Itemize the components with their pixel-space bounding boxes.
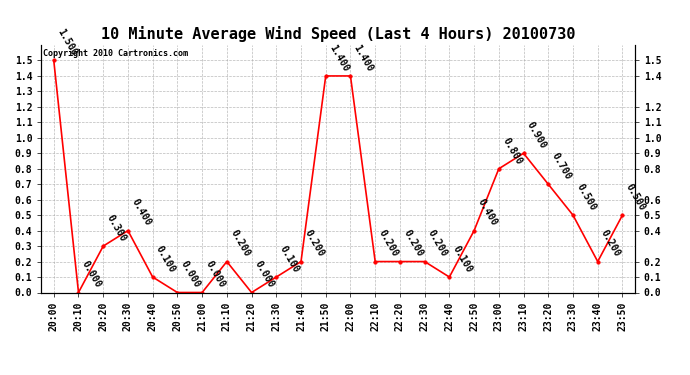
Text: 0.200: 0.200 bbox=[228, 228, 252, 259]
Text: 0.100: 0.100 bbox=[154, 244, 177, 274]
Text: 0.900: 0.900 bbox=[525, 120, 549, 150]
Title: 10 Minute Average Wind Speed (Last 4 Hours) 20100730: 10 Minute Average Wind Speed (Last 4 Hou… bbox=[101, 27, 575, 42]
Text: 0.100: 0.100 bbox=[277, 244, 301, 274]
Text: 0.200: 0.200 bbox=[302, 228, 326, 259]
Text: 0.700: 0.700 bbox=[550, 151, 573, 182]
Text: 0.000: 0.000 bbox=[179, 259, 202, 290]
Text: 0.100: 0.100 bbox=[451, 244, 474, 274]
Text: 0.300: 0.300 bbox=[105, 213, 128, 243]
Text: 1.400: 1.400 bbox=[327, 43, 351, 73]
Text: 1.400: 1.400 bbox=[352, 43, 375, 73]
Text: 0.200: 0.200 bbox=[377, 228, 400, 259]
Text: 0.000: 0.000 bbox=[80, 259, 104, 290]
Text: 0.800: 0.800 bbox=[500, 135, 524, 166]
Text: 0.500: 0.500 bbox=[574, 182, 598, 212]
Text: 0.200: 0.200 bbox=[426, 228, 449, 259]
Text: 0.400: 0.400 bbox=[475, 197, 499, 228]
Text: 0.200: 0.200 bbox=[599, 228, 622, 259]
Text: Copyright 2010 Cartronics.com: Copyright 2010 Cartronics.com bbox=[43, 49, 188, 58]
Text: 0.400: 0.400 bbox=[129, 197, 152, 228]
Text: 1.500: 1.500 bbox=[55, 27, 79, 58]
Text: 0.000: 0.000 bbox=[253, 259, 276, 290]
Text: 0.000: 0.000 bbox=[204, 259, 227, 290]
Text: 0.200: 0.200 bbox=[402, 228, 424, 259]
Text: 0.500: 0.500 bbox=[624, 182, 647, 212]
